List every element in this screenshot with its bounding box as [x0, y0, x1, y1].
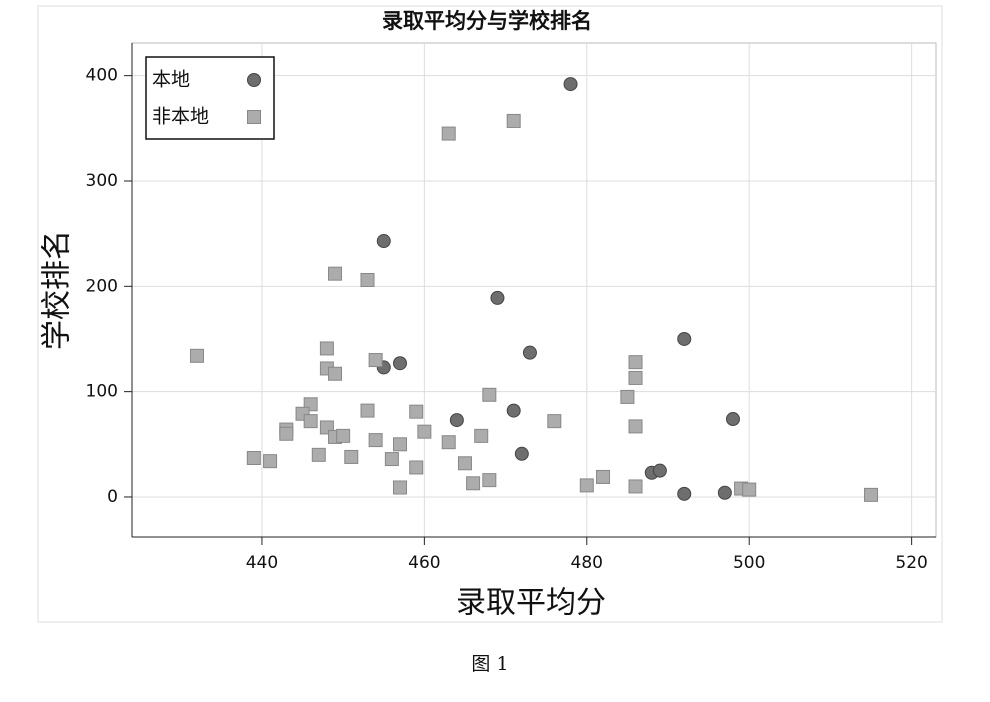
data-point	[457, 456, 472, 471]
data-point	[652, 463, 667, 478]
data-point	[579, 478, 594, 493]
data-point	[409, 460, 424, 475]
data-point	[360, 272, 375, 287]
data-point	[522, 345, 537, 360]
data-point	[474, 428, 489, 443]
data-point	[384, 452, 399, 467]
legend-label: 非本地	[152, 106, 209, 128]
y-axis-label: 学校排名	[40, 230, 75, 350]
data-point	[628, 355, 643, 370]
y-tick-label: 200	[86, 276, 118, 296]
data-point	[393, 356, 407, 371]
data-point	[677, 331, 692, 346]
data-point	[336, 428, 351, 443]
data-point	[482, 387, 497, 402]
data-point	[393, 480, 407, 495]
data-point	[620, 389, 635, 404]
data-point	[393, 437, 407, 452]
data-point	[717, 485, 732, 500]
data-point	[360, 403, 375, 418]
y-tick-label: 300	[86, 171, 118, 191]
data-point	[441, 435, 456, 450]
data-point	[864, 487, 879, 502]
data-point	[547, 414, 562, 429]
legend-label: 本地	[152, 69, 190, 91]
data-point	[246, 451, 261, 466]
data-point	[628, 479, 643, 494]
data-point	[482, 473, 497, 488]
chart-title: 录取平均分与学校排名	[382, 9, 592, 33]
data-point	[303, 414, 318, 429]
data-point	[490, 290, 505, 305]
data-point	[376, 234, 391, 249]
data-point	[189, 348, 204, 363]
data-point	[441, 126, 456, 141]
data-point	[409, 404, 424, 419]
legend-marker	[247, 73, 261, 87]
y-tick-label: 100	[86, 382, 118, 402]
legend-box	[145, 56, 275, 140]
data-point	[328, 366, 343, 381]
data-point	[328, 266, 343, 281]
x-tick-label: 440	[246, 553, 278, 573]
data-point	[449, 413, 464, 428]
x-tick-label: 480	[571, 553, 603, 573]
x-tick-label: 520	[895, 553, 927, 573]
data-point	[725, 412, 740, 427]
data-point	[319, 341, 334, 356]
data-point	[311, 447, 326, 462]
data-point	[596, 469, 611, 484]
y-tick-label: 0	[107, 487, 118, 507]
data-point	[677, 486, 692, 501]
data-point	[368, 353, 383, 368]
data-point	[279, 426, 294, 441]
x-tick-label: 460	[408, 553, 440, 573]
legend-marker	[247, 110, 261, 124]
data-point	[506, 113, 521, 128]
data-point	[417, 424, 432, 439]
data-point	[263, 454, 278, 469]
x-tick-label: 500	[733, 553, 765, 573]
data-point	[344, 449, 359, 464]
data-point	[742, 482, 757, 497]
data-point	[563, 77, 578, 92]
data-point	[506, 403, 521, 418]
data-point	[514, 446, 529, 461]
y-tick-label: 400	[86, 66, 118, 86]
data-point	[368, 433, 383, 448]
data-point	[628, 370, 643, 385]
data-point	[466, 476, 481, 491]
x-axis-label: 录取平均分	[456, 586, 606, 621]
figure-caption: 图 1	[471, 653, 508, 675]
data-point	[628, 419, 643, 434]
